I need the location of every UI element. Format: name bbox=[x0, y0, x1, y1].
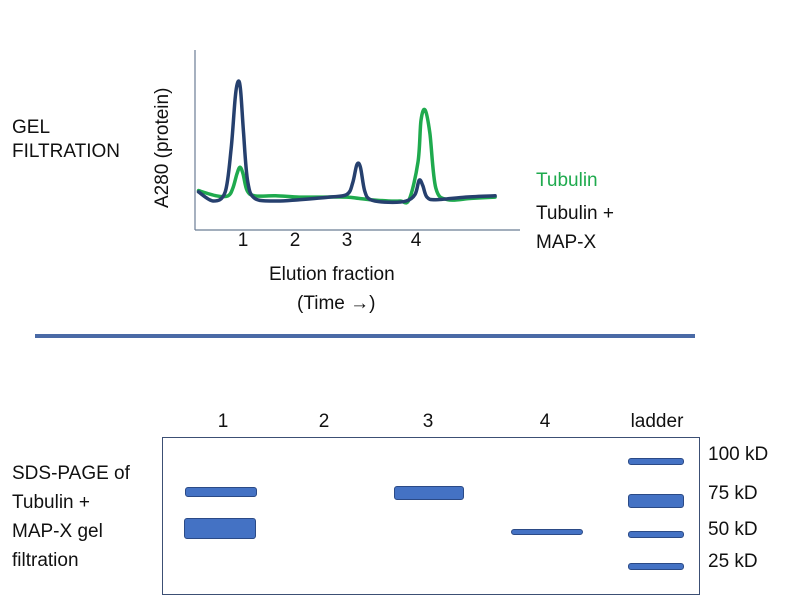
x-axis-label: Elution fraction bbox=[269, 264, 395, 285]
lane-label: 1 bbox=[217, 411, 229, 432]
lane-label: 4 bbox=[539, 411, 551, 432]
legend-tubulin-mapx-line2: MAP-X bbox=[536, 232, 597, 253]
gel-filtration-label: GEL FILTRATION bbox=[12, 117, 121, 162]
gel-band bbox=[185, 487, 257, 497]
legend-tubulin: Tubulin bbox=[536, 170, 598, 191]
lane-label-ladder: ladder bbox=[630, 411, 684, 432]
legend-tubulin-mapx: Tubulin + bbox=[536, 203, 614, 224]
ladder-band bbox=[628, 563, 684, 570]
sds-page-label: SDS-PAGE of Tubulin + MAP-X gel filtrati… bbox=[12, 463, 130, 571]
ladder-band bbox=[628, 458, 684, 465]
gel-band bbox=[184, 518, 256, 539]
elution-chart bbox=[194, 50, 520, 231]
ladder-band bbox=[628, 531, 684, 538]
gel-band bbox=[394, 486, 464, 500]
lane-label: 3 bbox=[422, 411, 434, 432]
gel-band bbox=[511, 529, 583, 535]
ladder-label-75kd: 75 kD bbox=[708, 483, 758, 504]
x-tick-label: 2 bbox=[289, 230, 301, 251]
y-axis-label: A280 (protein) bbox=[152, 87, 173, 208]
ladder-label-50kd: 50 kD bbox=[708, 519, 758, 540]
x-axis-sublabel: (Time →) bbox=[297, 293, 376, 314]
ladder-label-25kd: 25 kD bbox=[708, 551, 758, 572]
ladder-band bbox=[628, 494, 684, 508]
ladder-label-100kd: 100 kD bbox=[708, 444, 769, 465]
tubulin-series-line bbox=[196, 107, 497, 205]
x-tick-label: 1 bbox=[237, 230, 249, 251]
tubulin-mapx-series-line bbox=[196, 79, 497, 205]
lane-label: 2 bbox=[318, 411, 330, 432]
x-tick-label: 4 bbox=[410, 230, 422, 251]
gel-image bbox=[162, 437, 700, 595]
section-divider bbox=[35, 334, 695, 338]
x-tick-label: 3 bbox=[341, 230, 353, 251]
